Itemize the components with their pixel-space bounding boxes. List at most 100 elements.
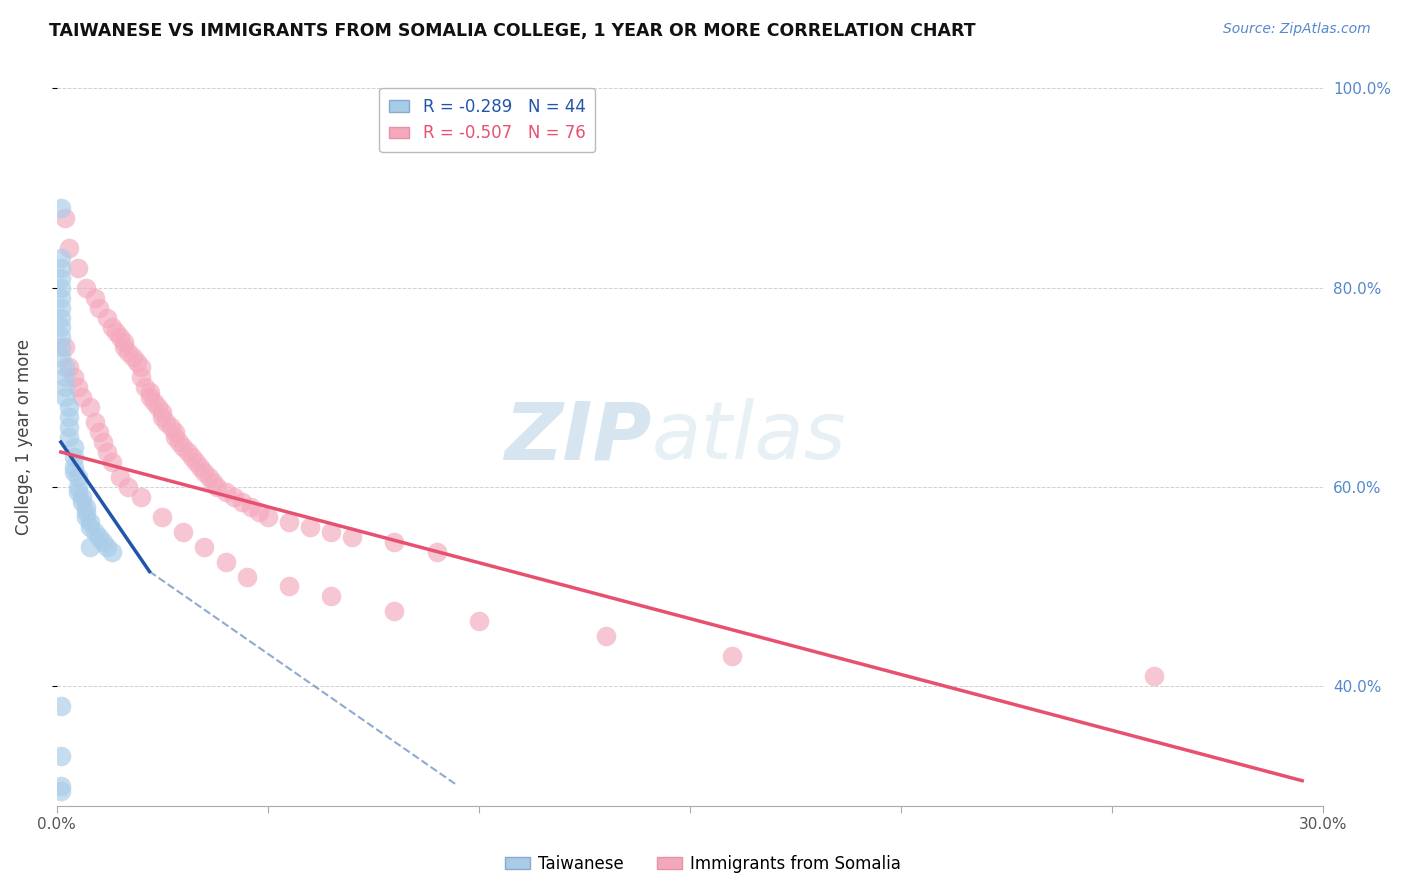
Point	[75, 509, 97, 524]
Point	[58, 430, 80, 444]
Point	[155, 415, 177, 429]
Point	[100, 455, 122, 469]
Point	[53, 340, 76, 354]
Point	[256, 509, 278, 524]
Point	[49, 291, 72, 305]
Point	[53, 370, 76, 384]
Text: Source: ZipAtlas.com: Source: ZipAtlas.com	[1223, 22, 1371, 37]
Point	[49, 783, 72, 797]
Point	[163, 430, 186, 444]
Point	[277, 579, 299, 593]
Point	[49, 320, 72, 334]
Point	[721, 649, 744, 664]
Point	[75, 505, 97, 519]
Point	[66, 484, 89, 499]
Point	[112, 335, 135, 350]
Point	[83, 524, 105, 539]
Point	[247, 505, 270, 519]
Point	[214, 555, 236, 569]
Point	[172, 524, 194, 539]
Point	[1143, 669, 1166, 683]
Point	[176, 445, 198, 459]
Point	[62, 465, 84, 479]
Point	[319, 590, 342, 604]
Point	[66, 260, 89, 275]
Point	[62, 450, 84, 464]
Point	[49, 779, 72, 793]
Point	[146, 400, 169, 414]
Point	[129, 490, 152, 504]
Point	[49, 260, 72, 275]
Point	[58, 241, 80, 255]
Point	[150, 509, 173, 524]
Point	[134, 380, 156, 394]
Point	[53, 390, 76, 404]
Point	[159, 420, 181, 434]
Y-axis label: College, 1 year or more: College, 1 year or more	[15, 339, 32, 535]
Point	[222, 490, 245, 504]
Point	[66, 480, 89, 494]
Point	[96, 310, 118, 325]
Point	[75, 500, 97, 514]
Point	[108, 470, 131, 484]
Point	[201, 475, 224, 489]
Point	[79, 515, 101, 529]
Legend: R = -0.289   N = 44, R = -0.507   N = 76: R = -0.289 N = 44, R = -0.507 N = 76	[380, 88, 595, 153]
Point	[96, 540, 118, 554]
Point	[112, 340, 135, 354]
Point	[49, 270, 72, 285]
Point	[53, 380, 76, 394]
Point	[83, 415, 105, 429]
Point	[595, 629, 617, 643]
Point	[96, 445, 118, 459]
Point	[87, 530, 110, 544]
Point	[214, 484, 236, 499]
Point	[150, 405, 173, 419]
Point	[239, 500, 262, 514]
Point	[142, 395, 165, 409]
Point	[180, 450, 202, 464]
Point	[70, 390, 93, 404]
Point	[87, 301, 110, 315]
Point	[193, 540, 215, 554]
Point	[62, 370, 84, 384]
Point	[87, 425, 110, 439]
Point	[235, 569, 257, 583]
Point	[62, 440, 84, 454]
Point	[188, 459, 211, 474]
Point	[163, 425, 186, 439]
Point	[49, 340, 72, 354]
Point	[426, 544, 449, 558]
Point	[58, 410, 80, 425]
Point	[197, 470, 219, 484]
Point	[70, 490, 93, 504]
Point	[62, 459, 84, 474]
Point	[205, 480, 228, 494]
Point	[184, 455, 207, 469]
Point	[104, 326, 127, 340]
Point	[384, 604, 406, 618]
Point	[49, 251, 72, 265]
Point	[49, 698, 72, 713]
Point	[129, 370, 152, 384]
Point	[49, 310, 72, 325]
Point	[58, 360, 80, 375]
Point	[468, 615, 491, 629]
Point	[83, 291, 105, 305]
Point	[100, 320, 122, 334]
Point	[49, 748, 72, 763]
Text: ZIP: ZIP	[505, 398, 652, 476]
Point	[75, 280, 97, 294]
Point	[125, 355, 148, 369]
Point	[66, 470, 89, 484]
Point	[49, 330, 72, 344]
Point	[319, 524, 342, 539]
Point	[79, 540, 101, 554]
Point	[49, 301, 72, 315]
Point	[53, 211, 76, 225]
Point	[100, 544, 122, 558]
Point	[277, 515, 299, 529]
Legend: Taiwanese, Immigrants from Somalia: Taiwanese, Immigrants from Somalia	[498, 848, 908, 880]
Point	[172, 440, 194, 454]
Point	[150, 410, 173, 425]
